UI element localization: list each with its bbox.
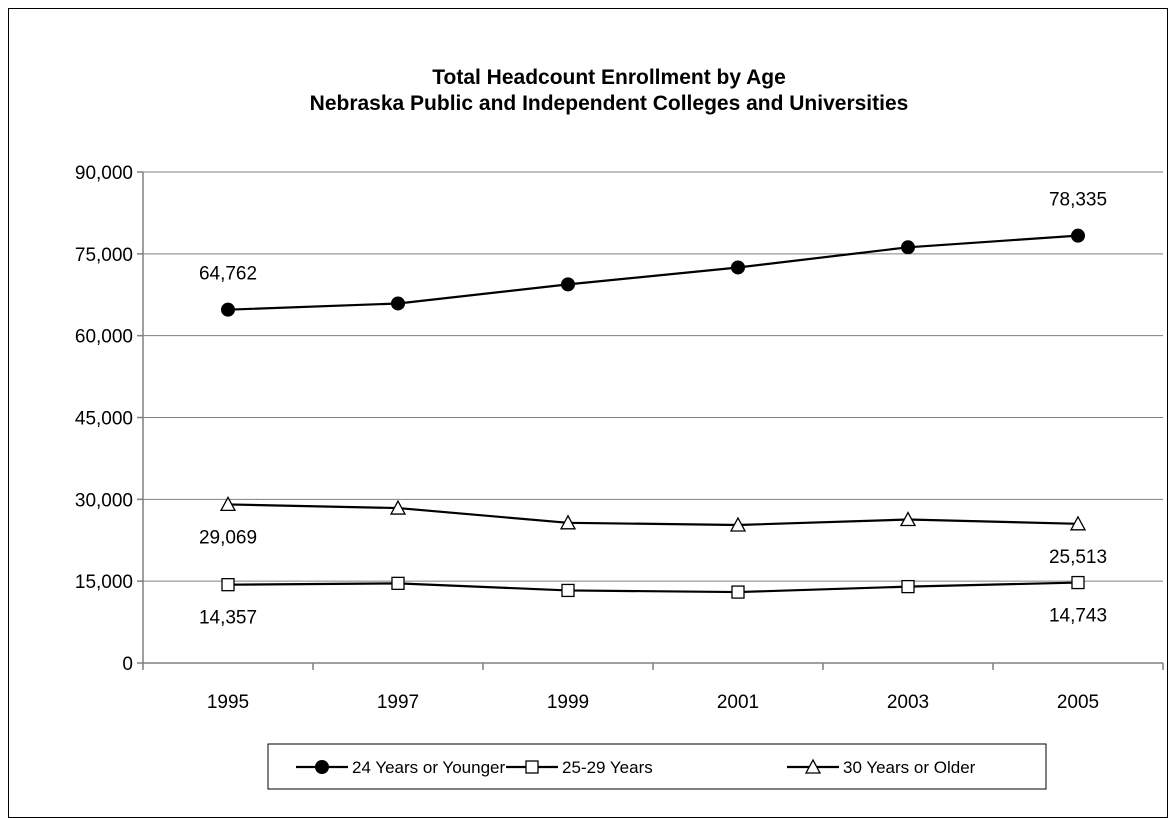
point-30-years-or-older-2005 [1069,515,1087,531]
legend-label-24-years-or-younger: 24 Years or Younger [352,758,505,777]
point-24-years-or-younger-2005 [1071,228,1085,243]
point-24-years-or-younger-2003 [901,240,915,255]
x-tick-label-2005: 2005 [1057,692,1099,713]
x-tick-label-2001: 2001 [717,692,759,713]
y-tick-label-3: 45,000 [75,409,133,430]
line-chart: Total Headcount Enrollment by Age Nebrask… [75,66,1164,790]
x-tick-label-2003: 2003 [887,692,929,713]
y-tick-label-6: 90,000 [75,163,133,184]
y-tick-label-0: 0 [122,654,133,675]
chart-title-line-1: Total Headcount Enrollment by Age [432,66,786,89]
point-25-29-years-2005 [1071,575,1085,590]
legend-marker-24-years-or-younger [315,760,329,774]
point-30-years-or-older-1995 [219,496,237,512]
point-30-years-or-older-1997 [389,499,407,515]
legend-marker-30-years-or-older [804,758,822,774]
point-24-years-or-younger-1997 [391,296,405,311]
chart-title-line-2: Nebraska Public and Independent Colleges… [310,92,909,115]
point-30-years-or-older-1999 [559,514,577,530]
legend-box [267,743,1047,790]
x-tick-label-1995: 1995 [207,692,249,713]
series-line-25-29-years [227,581,1079,594]
point-30-years-or-older-2003 [899,511,917,527]
data-label-25-29-years-1995: 14,357 [199,608,257,629]
legend-label-25-29-years: 25-29 Years [562,758,653,777]
series-line-30-years-or-older [227,503,1079,527]
legend-label-30-years-or-older: 30 Years or Older [843,758,976,777]
point-25-29-years-1995 [221,578,235,592]
x-tick-label-1997: 1997 [377,692,419,713]
data-label-24-years-or-younger-1995: 64,762 [199,264,257,285]
data-label-25-29-years-2005: 14,743 [1049,606,1107,627]
point-25-29-years-2003 [901,579,915,594]
y-tick-label-1: 15,000 [75,572,133,593]
point-25-29-years-2001 [731,585,745,599]
point-25-29-years-1997 [391,576,405,590]
point-25-29-years-1999 [561,583,575,598]
data-label-30-years-or-older-1995: 29,069 [199,527,257,548]
series-line-24-years-or-younger [227,234,1079,311]
point-24-years-or-younger-1999 [561,277,575,292]
legend-marker-25-29-years [525,760,539,774]
y-tick-label-2: 30,000 [75,490,133,511]
point-24-years-or-younger-1995 [221,302,235,317]
y-tick-label-5: 75,000 [75,245,133,266]
data-label-30-years-or-older-2005: 25,513 [1049,547,1107,568]
point-24-years-or-younger-2001 [731,260,745,275]
y-tick-label-4: 60,000 [75,327,133,348]
x-tick-label-1999: 1999 [547,692,589,713]
point-30-years-or-older-2001 [729,516,747,532]
data-label-24-years-or-younger-2005: 78,335 [1049,190,1107,211]
